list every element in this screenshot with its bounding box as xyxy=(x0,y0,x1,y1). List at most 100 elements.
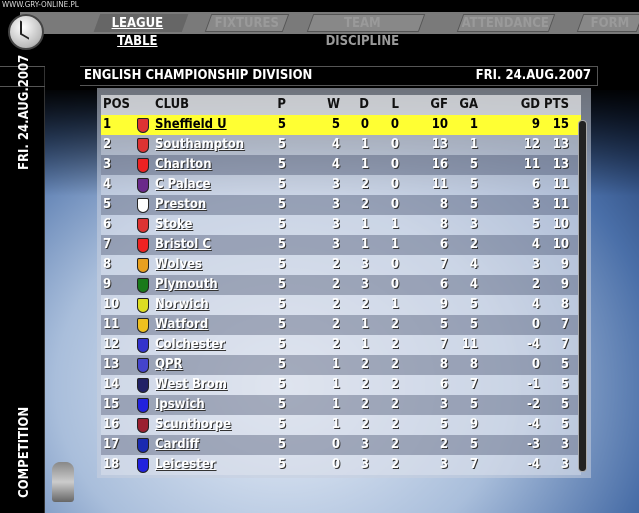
table-row[interactable]: 10 Norwich 5 2 2 1 9 5 4 8 xyxy=(101,295,581,315)
table-row[interactable]: 15 Ipswich 5 1 2 2 3 5 -2 5 xyxy=(101,395,581,415)
col-pos: POS xyxy=(103,97,130,112)
position: 11 xyxy=(103,317,120,332)
cell-d: 2 xyxy=(360,397,369,412)
division-title: ENGLISH CHAMPIONSHIP DIVISION xyxy=(84,68,313,83)
table-row[interactable]: 11 Watford 5 2 1 2 5 5 0 7 xyxy=(101,315,581,335)
cell-p: 5 xyxy=(277,217,286,232)
club-link[interactable]: Colchester xyxy=(155,337,226,352)
club-link[interactable]: Sheffield U xyxy=(155,117,227,132)
cell-w: 3 xyxy=(331,177,340,192)
tab-league-table[interactable]: LEAGUE TABLE xyxy=(93,14,189,49)
cell-pts: 15 xyxy=(552,117,569,132)
cell-d: 2 xyxy=(360,417,369,432)
club-link[interactable]: Southampton xyxy=(155,137,245,152)
club-link[interactable]: Charlton xyxy=(155,157,212,172)
cell-gf: 5 xyxy=(439,417,448,432)
cell-gd: 4 xyxy=(531,297,540,312)
trophy-icon xyxy=(52,462,74,502)
cell-p: 5 xyxy=(277,257,286,272)
cell-l: 0 xyxy=(390,177,399,192)
cell-p: 5 xyxy=(277,417,286,432)
club-link[interactable]: Plymouth xyxy=(155,277,218,292)
tab-label: ATTENDANCE xyxy=(462,16,550,31)
position: 3 xyxy=(103,157,112,172)
table-row[interactable]: 8 Wolves 5 2 3 0 7 4 3 9 xyxy=(101,255,581,275)
tab-fixtures[interactable]: FIXTURES xyxy=(204,14,290,32)
table-row[interactable]: 1 Sheffield U 5 5 0 0 10 1 9 15 xyxy=(101,115,581,135)
cell-l: 1 xyxy=(390,217,399,232)
table-row[interactable]: 18 Leicester 5 0 3 2 3 7 -4 3 xyxy=(101,455,581,475)
club-link[interactable]: Scunthorpe xyxy=(155,417,232,432)
club-link[interactable]: Watford xyxy=(155,317,209,332)
clock-icon[interactable] xyxy=(8,14,44,50)
cell-ga: 5 xyxy=(469,297,478,312)
cell-d: 3 xyxy=(360,457,369,472)
table-row[interactable]: 17 Cardiff 5 0 3 2 2 5 -3 3 xyxy=(101,435,581,455)
club-link[interactable]: Preston xyxy=(155,197,207,212)
club-badge-icon xyxy=(137,158,149,173)
club-link[interactable]: Leicester xyxy=(155,457,216,472)
sidebar: FRI. 24.AUG.2007 COMPETITION xyxy=(0,55,45,513)
table-row[interactable]: 13 QPR 5 1 2 2 8 8 0 5 xyxy=(101,355,581,375)
cell-pts: 8 xyxy=(560,297,569,312)
position: 14 xyxy=(103,377,120,392)
club-link[interactable]: Bristol C xyxy=(155,237,211,252)
cell-pts: 3 xyxy=(560,437,569,452)
cell-gf: 6 xyxy=(439,377,448,392)
club-badge-icon xyxy=(137,318,149,333)
cell-ga: 5 xyxy=(469,437,478,452)
club-link[interactable]: Ipswich xyxy=(155,397,205,412)
cell-p: 5 xyxy=(277,337,286,352)
club-link[interactable]: West Brom xyxy=(155,377,227,392)
club-link[interactable]: QPR xyxy=(155,357,183,372)
cell-p: 5 xyxy=(277,317,286,332)
cell-gf: 16 xyxy=(431,157,448,172)
cell-ga: 5 xyxy=(469,397,478,412)
club-link[interactable]: Norwich xyxy=(155,297,209,312)
cell-gd: 11 xyxy=(523,157,540,172)
cell-gd: 0 xyxy=(531,357,540,372)
table-row[interactable]: 16 Scunthorpe 5 1 2 2 5 9 -4 5 xyxy=(101,415,581,435)
table-row[interactable]: 5 Preston 5 3 2 0 8 5 3 11 xyxy=(101,195,581,215)
table-row[interactable]: 2 Southampton 5 4 1 0 13 1 12 13 xyxy=(101,135,581,155)
cell-w: 2 xyxy=(331,257,340,272)
cell-w: 1 xyxy=(331,357,340,372)
table-row[interactable]: 7 Bristol C 5 3 1 1 6 2 4 10 xyxy=(101,235,581,255)
table-row[interactable]: 14 West Brom 5 1 2 2 6 7 -1 5 xyxy=(101,375,581,395)
cell-p: 5 xyxy=(277,157,286,172)
scrollbar[interactable] xyxy=(578,120,587,472)
cell-l: 2 xyxy=(390,337,399,352)
table-row[interactable]: 9 Plymouth 5 2 3 0 6 4 2 9 xyxy=(101,275,581,295)
col-gd: GD xyxy=(520,97,540,112)
cell-ga: 5 xyxy=(469,197,478,212)
cell-ga: 9 xyxy=(469,417,478,432)
table-row[interactable]: 6 Stoke 5 3 1 1 8 3 5 10 xyxy=(101,215,581,235)
cell-gf: 7 xyxy=(439,337,448,352)
table-row[interactable]: 12 Colchester 5 2 1 2 7 11 -4 7 xyxy=(101,335,581,355)
cell-w: 4 xyxy=(331,137,340,152)
club-link[interactable]: Cardiff xyxy=(155,437,200,452)
tab-form[interactable]: FORM xyxy=(576,14,639,32)
position: 13 xyxy=(103,357,120,372)
cell-gf: 2 xyxy=(439,437,448,452)
cell-l: 0 xyxy=(390,117,399,132)
cell-d: 3 xyxy=(360,257,369,272)
cell-p: 5 xyxy=(277,437,286,452)
club-badge-icon xyxy=(137,238,149,253)
table-row[interactable]: 3 Charlton 5 4 1 0 16 5 11 13 xyxy=(101,155,581,175)
cell-ga: 1 xyxy=(469,137,478,152)
club-link[interactable]: Stoke xyxy=(155,217,193,232)
club-link[interactable]: Wolves xyxy=(155,257,203,272)
tab-team-discipline[interactable]: TEAM DISCIPLINE xyxy=(306,14,426,49)
tab-attendance[interactable]: ATTENDANCE xyxy=(456,14,556,32)
cell-p: 5 xyxy=(277,177,286,192)
table-row[interactable]: 4 C Palace 5 3 2 0 11 5 6 11 xyxy=(101,175,581,195)
sidebar-competition[interactable]: COMPETITION xyxy=(17,406,32,498)
cell-gd: 0 xyxy=(531,317,540,332)
col-w: W xyxy=(327,97,340,112)
club-link[interactable]: C Palace xyxy=(155,177,211,192)
cell-gf: 7 xyxy=(439,257,448,272)
club-badge-icon xyxy=(137,178,149,193)
cell-ga: 4 xyxy=(469,277,478,292)
cell-gd: 6 xyxy=(531,177,540,192)
